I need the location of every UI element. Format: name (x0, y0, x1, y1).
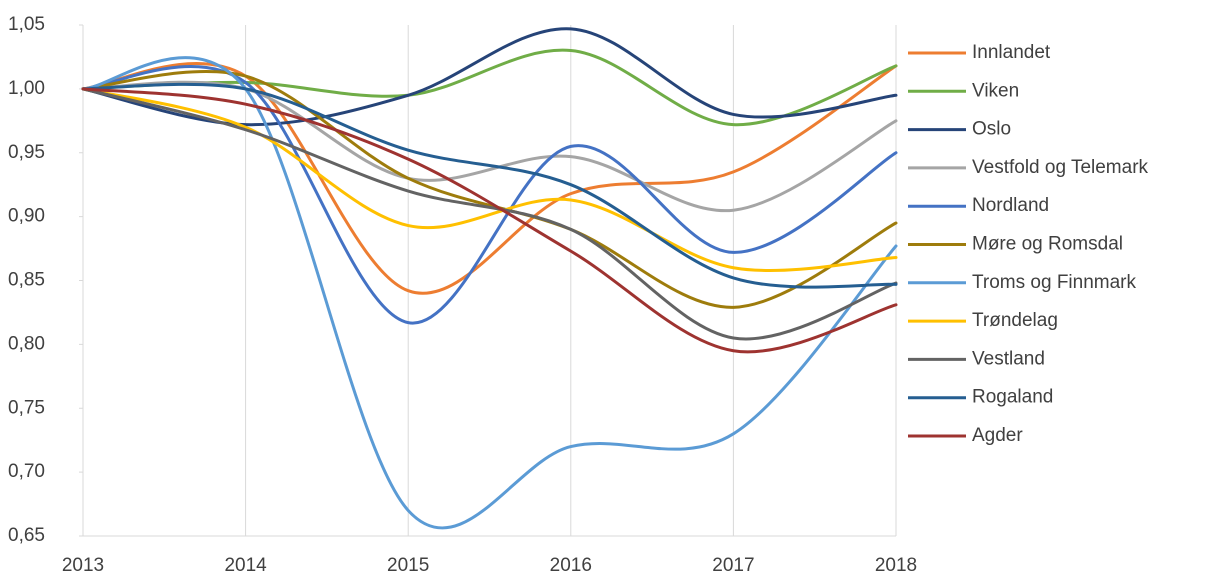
x-tick-label: 2018 (875, 555, 917, 576)
legend-label: Viken (972, 80, 1019, 101)
y-tick-label: 0,70 (8, 461, 45, 482)
y-tick-label: 0,85 (8, 270, 45, 291)
x-tick-label: 2013 (62, 555, 104, 576)
y-tick-label: 0,90 (8, 206, 45, 227)
series-line (81, 69, 898, 309)
legend-label: Oslo (972, 119, 1011, 140)
series-line (81, 56, 898, 530)
y-tick-label: 0,80 (8, 333, 45, 354)
series-line (81, 48, 898, 127)
legend-label: Innlandet (972, 42, 1051, 63)
series-line (81, 27, 898, 127)
series-line (81, 87, 898, 354)
legend-label: Nordland (972, 195, 1049, 216)
series-line (81, 80, 898, 213)
y-tick-label: 0,95 (8, 142, 45, 163)
y-tick-label: 0,75 (8, 397, 45, 418)
legend-label: Trøndelag (972, 310, 1058, 331)
legend-label: Møre og Romsdal (972, 234, 1123, 255)
series-line (81, 82, 898, 289)
series-line (81, 65, 898, 325)
x-tick-label: 2016 (550, 555, 592, 576)
legend-label: Rogaland (972, 387, 1053, 408)
y-tick-label: 1,00 (8, 78, 45, 99)
legend-label: Vestfold og Telemark (972, 157, 1149, 178)
x-tick-label: 2015 (387, 555, 429, 576)
legend-label: Vestland (972, 348, 1045, 369)
legend-label: Troms og Finnmark (972, 272, 1136, 293)
y-tick-label: 0,65 (8, 525, 45, 546)
series-line (81, 87, 898, 272)
y-tick-label: 1,05 (8, 14, 45, 35)
legend-label: Agder (972, 425, 1023, 446)
x-tick-label: 2014 (224, 555, 267, 576)
x-tick-label: 2017 (712, 555, 754, 576)
